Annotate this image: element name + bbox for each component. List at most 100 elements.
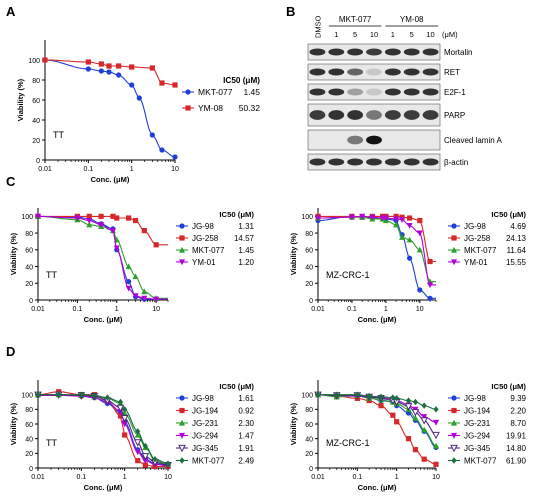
blot-band [347, 110, 364, 120]
data-point-jg-345 [120, 415, 129, 423]
series-line-jg-258 [318, 215, 436, 263]
data-point-mkt-077 [394, 395, 400, 402]
x-axis-label: Conc. (μM) [91, 175, 130, 184]
x-tick-label: 0.01 [38, 166, 52, 173]
legend-marker [179, 223, 185, 229]
y-tick-label: 80 [25, 231, 33, 238]
legend-label: JG-294 [192, 432, 219, 441]
data-point-mkt-077 [106, 69, 112, 75]
legend-label: MKT-077 [192, 457, 225, 466]
legend-label: MKT-077 [198, 87, 233, 97]
blot-band [309, 88, 326, 96]
blot-band [347, 68, 364, 76]
blot-band [309, 68, 326, 76]
data-point-jg-258 [126, 215, 132, 221]
legend-ic50: 50.32 [239, 103, 261, 113]
y-tick-label: 60 [305, 248, 313, 255]
data-point-mkt-077 [135, 428, 141, 435]
blot-band [422, 158, 439, 166]
data-point-mkt-077 [35, 391, 41, 398]
data-point-ym-01 [359, 213, 366, 220]
blot-band [422, 68, 439, 76]
data-point-jg-345 [432, 431, 440, 440]
blot-band [366, 135, 382, 145]
band-label: RET [444, 68, 460, 77]
y-tick-label: 20 [25, 281, 33, 288]
blot-band [366, 48, 382, 56]
data-point-jg-231 [421, 426, 428, 433]
blot-band [422, 110, 439, 120]
data-point-mkt-077 [141, 288, 148, 295]
series-line-jg-98 [38, 394, 169, 466]
legend-marker [451, 235, 457, 241]
legend-ic50: 24.13 [506, 234, 527, 243]
legend-label: YM-01 [192, 258, 216, 267]
legend-ic50: 19.91 [506, 432, 527, 441]
dose-response-chart-d-mzcrc1: 0 20 40 60 80 100 0.01 0.1 1 10 Conc. (μM) Viabilit… [289, 380, 527, 492]
data-point-ym-01 [125, 285, 132, 292]
blot-band [347, 158, 364, 166]
data-point-ym-01 [141, 295, 148, 302]
data-point-mkt-077 [159, 147, 165, 153]
legend-ic50: 9.39 [510, 394, 526, 403]
data-point-ym-01 [86, 217, 93, 224]
data-point-mkt-077 [393, 221, 400, 228]
data-point-jg-194 [405, 436, 412, 442]
x-tick-label: 0.1 [76, 474, 86, 481]
data-point-mkt-077 [390, 394, 396, 401]
legend-label: JG-294 [464, 432, 491, 441]
data-point-ym-01 [132, 293, 139, 300]
legend-marker [451, 246, 457, 253]
y-tick-label: 60 [305, 422, 313, 429]
y-tick-label: 20 [25, 451, 33, 458]
data-point-jg-194 [421, 456, 427, 462]
data-point-jg-258 [153, 242, 159, 248]
data-point-mkt-077 [366, 392, 372, 400]
legend-ic50: 1.45 [238, 246, 254, 255]
legend-label: JG-98 [192, 394, 214, 403]
legend-marker [179, 246, 185, 253]
legend-ic50: 14.57 [234, 234, 255, 243]
y-axis-label: Viability (%) [9, 402, 18, 445]
legend-label: YM-08 [198, 103, 223, 113]
data-point-jg-194 [394, 419, 400, 425]
data-point-ym-01 [109, 227, 116, 234]
data-point-ym-08 [98, 61, 104, 67]
data-point-mkt-077 [412, 398, 419, 406]
data-point-mkt-077 [334, 391, 340, 398]
lane-conc-label: 1 [391, 30, 395, 39]
data-point-ym-08 [149, 65, 155, 71]
legend-marker [178, 444, 186, 453]
panel-letter-c: C [6, 174, 16, 189]
legend-label: JG-98 [464, 394, 486, 403]
legend-ic50: 1.20 [238, 258, 254, 267]
data-point-jg-294 [142, 458, 149, 464]
data-point-jg-194 [412, 447, 419, 453]
x-tick-label: 0.01 [311, 306, 325, 313]
x-tick-label: 10 [164, 474, 172, 481]
legend-label: JG-98 [192, 222, 214, 231]
blot-band [309, 110, 326, 120]
ic50-header: IC50 (μM) [491, 382, 526, 391]
legend-marker [179, 259, 185, 266]
legend-ic50: 4.69 [510, 222, 526, 231]
series-line-mkt-077 [38, 215, 168, 299]
data-point-ym-08 [106, 63, 112, 69]
blot-band [384, 110, 401, 120]
legend-ic50: 2.20 [510, 407, 526, 416]
blot-band [366, 110, 382, 120]
legend-ic50: 15.55 [506, 258, 527, 267]
data-point-mkt-077 [354, 391, 360, 398]
y-tick-label: 20 [32, 138, 40, 145]
x-axis-label: Conc. (μM) [358, 483, 397, 492]
x-axis-label: Conc. (μM) [358, 315, 397, 324]
panel-letter-d: D [6, 344, 15, 359]
ic50-header: IC50 (μM) [219, 210, 254, 219]
group-label: YM-08 [400, 15, 424, 24]
data-point-jg-98 [406, 255, 413, 261]
data-point-ym-08 [42, 57, 48, 63]
y-tick-label: 0 [309, 466, 313, 473]
data-point-ym-01 [382, 215, 389, 222]
y-tick-label: 100 [28, 58, 40, 65]
data-point-ym-08 [159, 80, 165, 86]
